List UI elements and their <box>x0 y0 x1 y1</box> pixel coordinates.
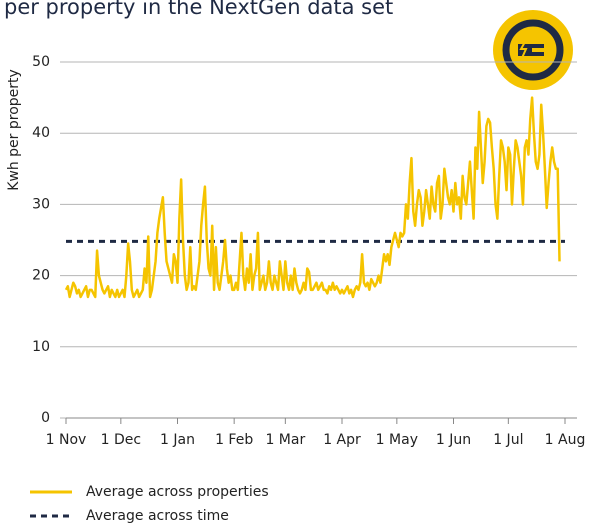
data-line <box>64 96 561 299</box>
y-tick-label: 40 <box>32 125 50 141</box>
y-tick-label: 20 <box>32 268 50 284</box>
x-tick-label: 1 Jul <box>493 432 523 448</box>
y-tick-label: 0 <box>41 410 50 426</box>
x-tick-label: 1 Jun <box>436 432 471 448</box>
x-tick-label: 1 May <box>376 432 418 448</box>
y-tick-label: 50 <box>32 54 50 70</box>
y-tick-label: 10 <box>32 339 50 355</box>
x-tick-label: 1 Feb <box>215 432 253 448</box>
x-tick-label: 1 Jan <box>160 432 195 448</box>
x-tick-label: 1 Apr <box>323 432 361 448</box>
y-tick-label: 30 <box>32 196 50 212</box>
chart-title: per property in the NextGen data set <box>4 0 393 19</box>
legend-label: Average across properties <box>86 484 269 500</box>
x-tick-label: 1 Dec <box>101 432 141 448</box>
legend-label: Average across time <box>86 508 229 524</box>
x-tick-label: 1 Aug <box>545 432 586 448</box>
x-tick-label: 1 Mar <box>265 432 305 448</box>
y-axis-label: Kwh per property <box>6 69 22 191</box>
x-tick-label: 1 Nov <box>46 432 87 448</box>
logo-icon <box>493 10 573 90</box>
